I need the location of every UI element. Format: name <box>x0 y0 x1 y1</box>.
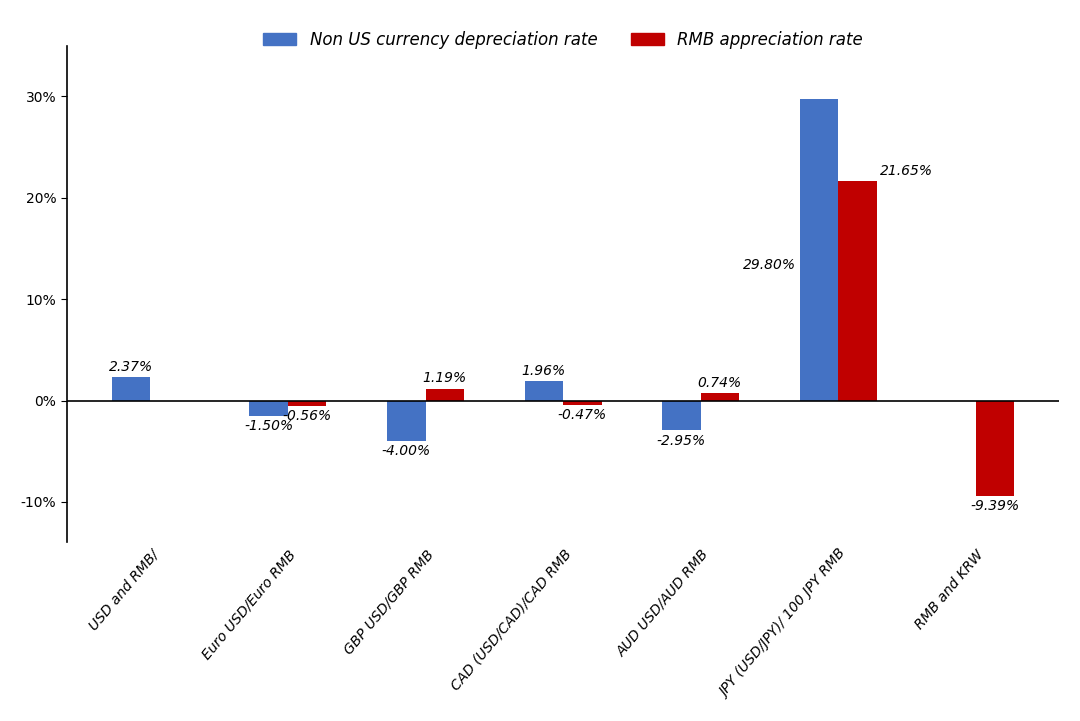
Bar <box>662 401 701 430</box>
Text: 2.37%: 2.37% <box>109 360 153 373</box>
Text: -0.56%: -0.56% <box>283 410 332 423</box>
Bar <box>249 401 288 416</box>
Text: -1.50%: -1.50% <box>244 419 294 433</box>
Text: -2.95%: -2.95% <box>657 433 706 448</box>
Text: -0.47%: -0.47% <box>557 408 607 423</box>
Bar <box>426 389 464 401</box>
Text: 1.96%: 1.96% <box>522 363 566 378</box>
Text: 0.74%: 0.74% <box>698 376 742 390</box>
Legend: Non US currency depreciation rate, RMB appreciation rate: Non US currency depreciation rate, RMB a… <box>256 25 869 56</box>
Text: 21.65%: 21.65% <box>880 164 933 178</box>
Text: -9.39%: -9.39% <box>970 499 1020 513</box>
Bar <box>838 181 877 401</box>
Bar <box>288 401 326 406</box>
Bar <box>701 393 739 401</box>
Bar <box>563 401 602 405</box>
Bar <box>112 376 150 401</box>
Text: 1.19%: 1.19% <box>422 371 467 386</box>
Bar <box>975 401 1014 496</box>
Text: -4.00%: -4.00% <box>381 444 431 458</box>
Bar <box>387 401 426 441</box>
Bar <box>799 99 838 401</box>
Bar <box>525 381 563 401</box>
Text: 29.80%: 29.80% <box>743 257 796 272</box>
